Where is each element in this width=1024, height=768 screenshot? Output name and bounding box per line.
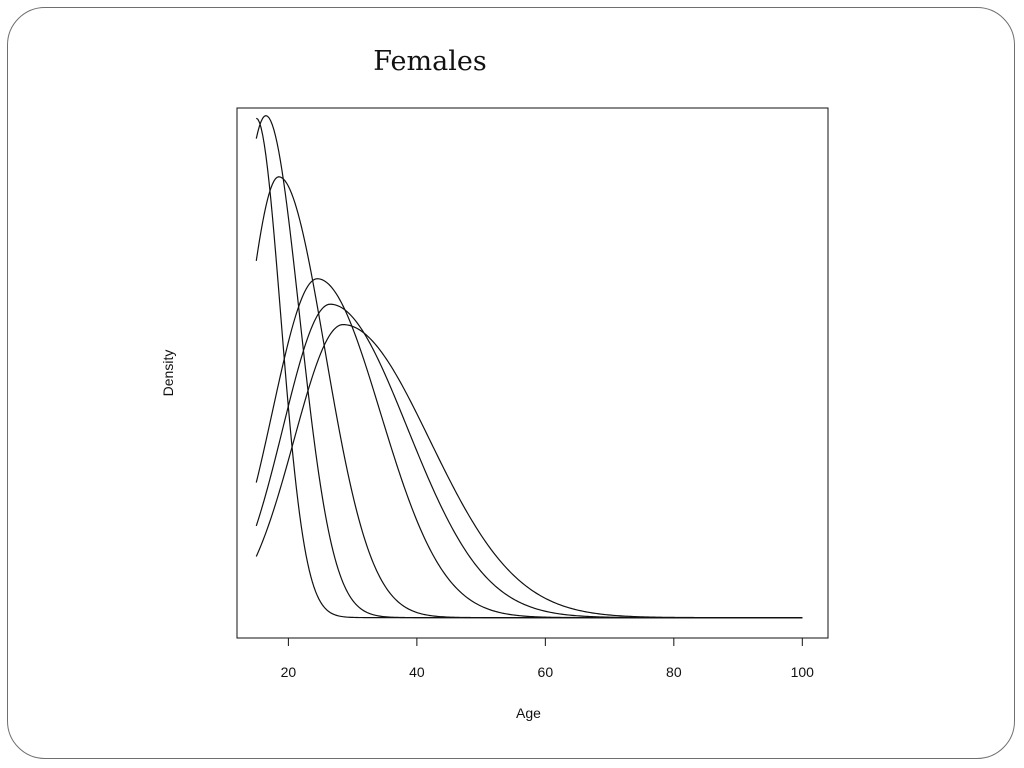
x-tick-label-80: 80 xyxy=(666,664,682,680)
x-axis-label: Age xyxy=(516,705,541,721)
slide-title: Females xyxy=(373,46,487,77)
x-tick-label-40: 40 xyxy=(409,664,425,680)
x-tick-label-100: 100 xyxy=(791,664,815,680)
density-curve-2 xyxy=(255,114,803,619)
density-curve-6 xyxy=(255,323,803,619)
plot-box xyxy=(236,107,829,639)
density-curve-4 xyxy=(255,278,803,619)
y-axis-label: Density xyxy=(160,350,176,397)
x-tick-label-60: 60 xyxy=(538,664,554,680)
x-axis: 20 40 60 80 100 xyxy=(281,638,815,680)
x-tick-label-20: 20 xyxy=(281,664,297,680)
density-curve-3 xyxy=(255,176,803,619)
curves-layer xyxy=(255,114,803,619)
slide-frame xyxy=(7,7,1015,759)
density-curve-1 xyxy=(255,117,803,619)
